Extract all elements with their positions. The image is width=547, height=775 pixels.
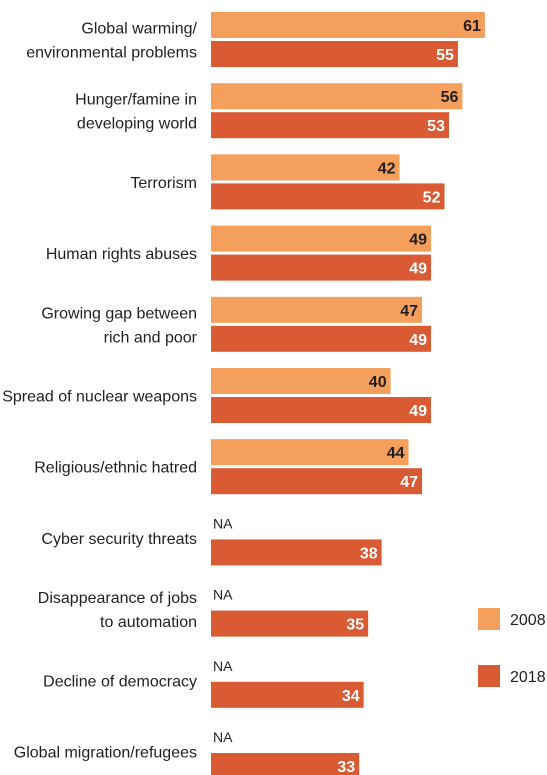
bar-2018 [211, 325, 432, 352]
category-label: environmental problems [26, 45, 197, 62]
category-label: developing world [77, 116, 197, 133]
data-label-2018: 47 [400, 474, 418, 491]
bar-2008 [211, 368, 391, 394]
data-label-2018: 33 [337, 759, 355, 775]
na-label: NA [213, 729, 233, 745]
category-label: Terrorism [130, 175, 197, 192]
bar-2008 [211, 296, 423, 323]
bar-2008 [211, 225, 432, 252]
legend-swatch [478, 608, 500, 630]
data-label-2008: 47 [400, 303, 418, 320]
data-label-2008: 42 [378, 160, 396, 177]
category-label: Religious/ethnic hatred [34, 460, 197, 477]
bar-2018 [211, 112, 449, 139]
category-label: Growing gap between [41, 305, 197, 322]
category-label: Decline of democracy [43, 673, 197, 690]
data-label-2018: 49 [409, 332, 427, 349]
data-label-2018: 35 [346, 617, 364, 634]
bar-2008 [211, 154, 400, 181]
legend-label: 2008 [510, 612, 546, 629]
data-label-2018: 52 [423, 189, 441, 206]
data-label-2008: 61 [463, 18, 481, 35]
legend: 2008 2018 [478, 608, 546, 687]
bar-2018 [211, 397, 432, 423]
bars: 61 55 56 53 42 52 49 49 47 49 40 49 44 47 NA 38 NA 35 NA 34… [211, 12, 485, 775]
data-label-2018: 49 [409, 403, 427, 420]
na-label: NA [213, 515, 233, 531]
category-labels: Global warming/environmental problems Hun… [2, 21, 197, 762]
bar-2018 [211, 610, 369, 637]
bar-2018 [211, 539, 382, 566]
category-label: Human rights abuses [46, 246, 197, 263]
category-label: Hunger/famine in [75, 92, 197, 109]
data-label-2008: 56 [441, 89, 459, 106]
data-label-2018: 53 [427, 118, 445, 135]
category-label: Cyber security threats [41, 531, 197, 548]
bar-2008 [211, 83, 463, 110]
data-label-2008: 44 [387, 445, 405, 462]
legend-swatch [478, 665, 500, 687]
bar-2018 [211, 753, 360, 775]
category-label: to automation [100, 614, 197, 631]
data-label-2018: 55 [436, 47, 454, 64]
category-label: Spread of nuclear weapons [2, 389, 197, 406]
category-label: Global warming/ [81, 21, 197, 38]
data-label-2018: 38 [360, 545, 378, 562]
data-label-2018: 49 [409, 261, 427, 278]
data-label-2008: 49 [409, 232, 427, 249]
data-label-2018: 34 [342, 688, 360, 705]
category-label: rich and poor [104, 329, 198, 346]
category-label: Disappearance of jobs [38, 590, 197, 607]
bar-2018 [211, 681, 364, 708]
na-label: NA [213, 658, 233, 674]
bar-2018 [211, 183, 445, 210]
legend-label: 2018 [510, 669, 546, 686]
bar-2018 [211, 254, 432, 281]
bar-2018 [211, 41, 458, 67]
na-label: NA [213, 587, 233, 603]
bar-2018 [211, 468, 423, 495]
bar-2008 [211, 12, 485, 38]
bar-2008 [211, 439, 409, 466]
category-label: Global migration/refugees [14, 745, 197, 762]
data-label-2008: 40 [369, 374, 387, 391]
